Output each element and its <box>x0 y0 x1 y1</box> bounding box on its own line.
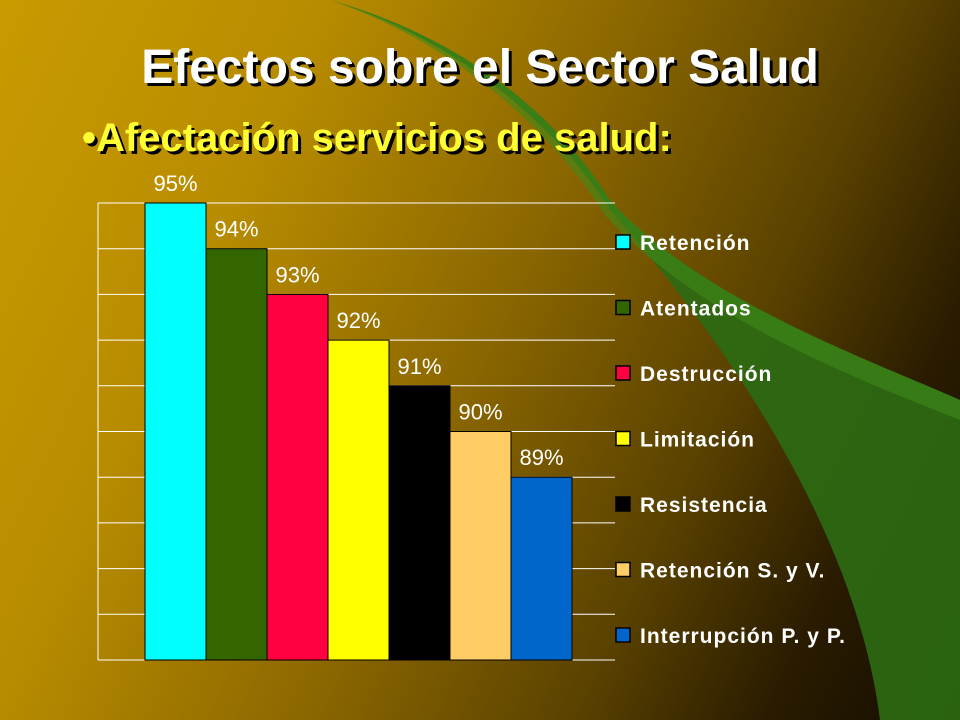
data-label-4: 92% <box>336 308 380 333</box>
data-label-7: 89% <box>519 445 563 470</box>
slide-title: Efectos sobre el Sector Salud <box>141 41 819 94</box>
legend-swatch-4 <box>615 430 631 447</box>
legend-label-1: Retención <box>640 232 751 255</box>
data-label-2: 94% <box>214 217 258 242</box>
legend-label-5: Resistencia <box>640 494 768 517</box>
bar-3 <box>266 293 329 661</box>
legend-swatch-1 <box>615 234 631 250</box>
data-label-1: 95% <box>153 171 197 196</box>
chart-data-labels: 95% 94% 93% 92% 91% 90% 89% <box>153 171 563 470</box>
legend-swatch-5 <box>615 496 631 512</box>
bar-5 <box>388 385 451 661</box>
legend-label-4: Limitación <box>640 429 755 452</box>
legend-label-3: Destrucción <box>640 363 772 386</box>
chart-bars <box>144 202 573 661</box>
slide-subtitle: •Afectación servicios de salud: <box>82 116 672 160</box>
legend-swatch-6 <box>615 561 631 578</box>
data-label-5: 91% <box>397 354 441 379</box>
legend-swatch-7 <box>615 627 631 643</box>
data-label-6: 90% <box>458 400 502 425</box>
bar-4 <box>327 339 390 661</box>
bar-6 <box>449 431 512 661</box>
legend-label-2: Atentados <box>640 298 752 321</box>
bar-7 <box>510 476 573 661</box>
legend-swatch-2 <box>615 299 631 316</box>
legend-label-6: Retención S. y V. <box>640 560 825 583</box>
bar-2 <box>205 248 268 661</box>
bar-1 <box>144 202 207 661</box>
data-label-3: 93% <box>275 262 319 287</box>
legend-label-7: Interrupción P. y P. <box>640 625 846 648</box>
chart-legend: Retención Atentados Destrucción Limitación R… <box>615 232 846 648</box>
legend-swatch-3 <box>615 365 631 381</box>
